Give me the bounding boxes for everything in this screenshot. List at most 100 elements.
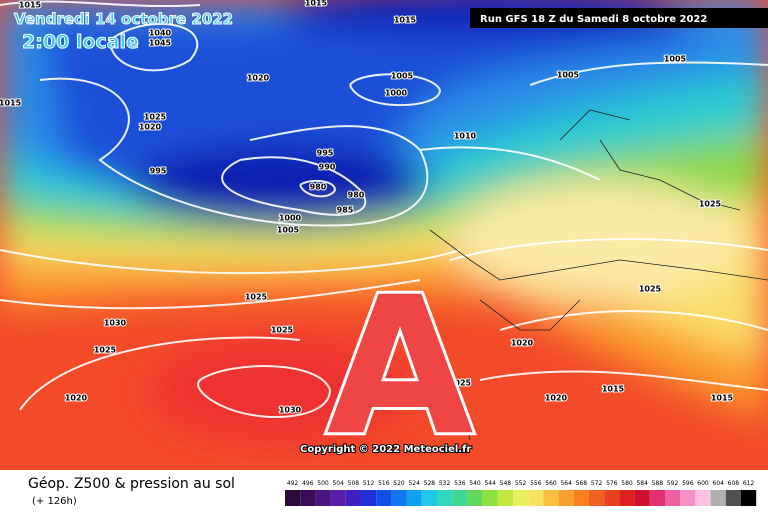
scale-swatch bbox=[406, 490, 422, 506]
isobar-label: 1005 bbox=[664, 55, 687, 64]
scale-label: 556 bbox=[530, 480, 542, 487]
scale-swatch bbox=[741, 490, 757, 506]
isobar-label: 1000 bbox=[385, 89, 408, 98]
scale-swatch bbox=[528, 490, 544, 506]
isobar-label: 1000 bbox=[279, 214, 302, 223]
date: Vendredi 14 octobre 2022 bbox=[14, 10, 233, 28]
isobar-label: 1025 bbox=[94, 346, 117, 355]
isobar-label: 1015 bbox=[305, 0, 328, 8]
isobar-label: 1020 bbox=[511, 339, 534, 348]
isobar-label: 1045 bbox=[149, 39, 172, 48]
legend-title: Géop. Z500 & pression au sol bbox=[28, 476, 235, 492]
scale-swatch bbox=[680, 490, 696, 506]
isobar-label: 1015 bbox=[0, 99, 22, 108]
scale-swatch bbox=[467, 490, 483, 506]
scale-swatch bbox=[345, 490, 361, 506]
isobar-label: 1005 bbox=[277, 226, 300, 235]
scale-label: 540 bbox=[469, 480, 481, 487]
scale-label: 576 bbox=[606, 480, 618, 487]
isobar-label: 1025 bbox=[245, 293, 268, 302]
scale-label: 536 bbox=[454, 480, 466, 487]
scale-label: 592 bbox=[667, 480, 679, 487]
scale-swatch bbox=[665, 490, 681, 506]
copyright: Copyright © 2022 Meteociel.fr bbox=[300, 444, 471, 455]
scale-label: 496 bbox=[302, 480, 314, 487]
isobar-label: 995 bbox=[317, 149, 334, 158]
scale-label: 568 bbox=[576, 480, 588, 487]
isobar-label: 1040 bbox=[149, 29, 172, 38]
scale-swatch bbox=[558, 490, 574, 506]
scale-label: 572 bbox=[591, 480, 603, 487]
isobar-label: 1025 bbox=[639, 285, 662, 294]
isobars bbox=[0, 0, 768, 418]
lead-time: (+ 126h) bbox=[32, 496, 77, 507]
scale-label: 588 bbox=[652, 480, 664, 487]
scale-label: 504 bbox=[332, 480, 344, 487]
isobar-label: 995 bbox=[150, 167, 167, 176]
isobar-label: 1015 bbox=[711, 394, 734, 403]
scale-swatch bbox=[330, 490, 346, 506]
scale-swatch bbox=[710, 490, 726, 506]
scale-label: 560 bbox=[545, 480, 557, 487]
scale-label: 544 bbox=[484, 480, 496, 487]
isobar-label: 990 bbox=[319, 163, 336, 172]
high-pressure-marker: A bbox=[326, 256, 473, 477]
isobar-label: 1020 bbox=[545, 394, 568, 403]
scale-label: 516 bbox=[378, 480, 390, 487]
scale-label: 532 bbox=[439, 480, 451, 487]
scale-swatch bbox=[361, 490, 377, 506]
scale-label: 528 bbox=[424, 480, 436, 487]
scale-swatch bbox=[376, 490, 392, 506]
scale-swatch bbox=[543, 490, 559, 506]
run-banner bbox=[470, 8, 768, 28]
scale-label: 564 bbox=[560, 480, 572, 487]
scale-swatch bbox=[437, 490, 453, 506]
isobar-label: 1025 bbox=[449, 379, 472, 388]
scale-label: 500 bbox=[317, 480, 329, 487]
scale-label: 552 bbox=[515, 480, 527, 487]
scale-label: 584 bbox=[636, 480, 648, 487]
scale-label: 548 bbox=[500, 480, 512, 487]
scale-swatch bbox=[725, 490, 741, 506]
scale-label: 596 bbox=[682, 480, 694, 487]
isobar-label: 985 bbox=[337, 206, 354, 215]
scale-label: 600 bbox=[697, 480, 709, 487]
isobar-label: 1020 bbox=[139, 123, 162, 132]
scale-swatch bbox=[695, 490, 711, 506]
scale-swatch bbox=[513, 490, 529, 506]
scale-swatch bbox=[497, 490, 513, 506]
scale-label: 520 bbox=[393, 480, 405, 487]
scale-label: 604 bbox=[712, 480, 724, 487]
isobar-label: 1020 bbox=[65, 394, 88, 403]
scale-swatch bbox=[634, 490, 650, 506]
scale-label: 512 bbox=[363, 480, 375, 487]
run-info: Run GFS 18 Z du Samedi 8 octobre 2022 bbox=[480, 14, 707, 25]
isobar-label: 1025 bbox=[699, 200, 722, 209]
coastlines bbox=[429, 109, 768, 441]
scale-swatch bbox=[285, 490, 301, 506]
scale-swatch bbox=[421, 490, 437, 506]
scale-label: 524 bbox=[408, 480, 420, 487]
isobar-label: 1005 bbox=[557, 71, 580, 80]
isobar-label: 980 bbox=[348, 191, 365, 200]
isobar-label: 1005 bbox=[391, 72, 414, 81]
scale-swatch bbox=[619, 490, 635, 506]
local-time: 2:00 locale bbox=[22, 31, 139, 53]
isobar-label: 1025 bbox=[271, 326, 294, 335]
scale-label: 508 bbox=[348, 480, 360, 487]
isobar-label: 1030 bbox=[279, 406, 302, 415]
isobar-label: 1010 bbox=[454, 132, 477, 141]
scale-swatch bbox=[482, 490, 498, 506]
scale-label: 492 bbox=[287, 480, 299, 487]
isobar-label: 1020 bbox=[247, 74, 270, 83]
isobar-label: 1015 bbox=[602, 385, 625, 394]
isobar-label: 1015 bbox=[19, 1, 42, 10]
scale-label: 608 bbox=[728, 480, 740, 487]
isobar-label: 980 bbox=[310, 183, 327, 192]
scale-label: 580 bbox=[621, 480, 633, 487]
scale-swatch bbox=[391, 490, 407, 506]
isobar-label: 1015 bbox=[394, 16, 417, 25]
scale-swatch bbox=[300, 490, 316, 506]
